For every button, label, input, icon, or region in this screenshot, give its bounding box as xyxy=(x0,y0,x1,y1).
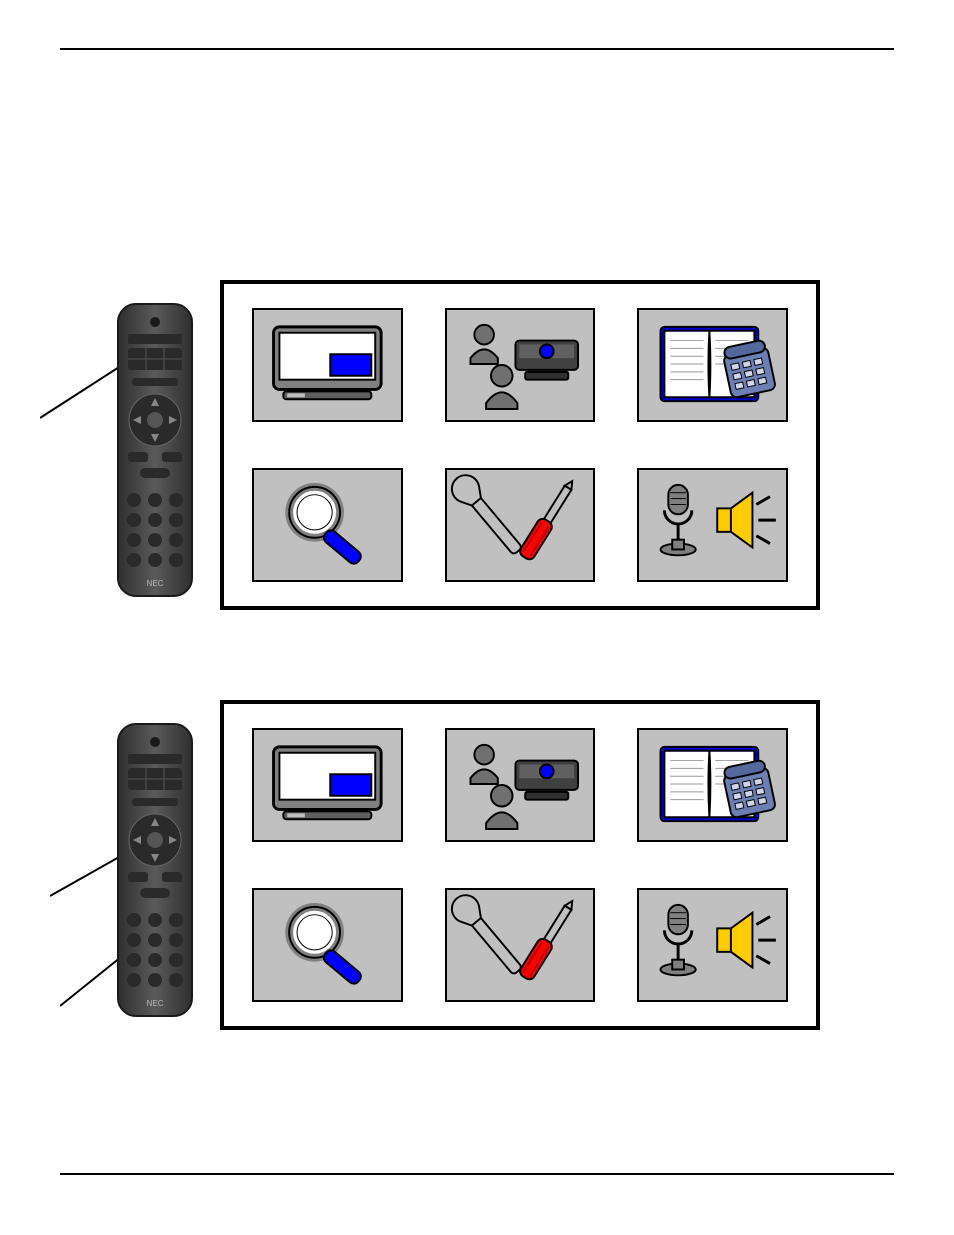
document-page: NEC xyxy=(0,0,954,1235)
menu-item-phonebook[interactable] xyxy=(637,308,788,422)
menu-item-screen-layout[interactable] xyxy=(252,728,403,842)
menu-item-presentation[interactable] xyxy=(445,728,596,842)
menu-item-tools[interactable] xyxy=(445,888,596,1002)
menu-item-screen-layout[interactable] xyxy=(252,308,403,422)
menu-item-zoom[interactable] xyxy=(252,888,403,1002)
main-menu-panel xyxy=(220,700,820,1030)
remote-control: NEC xyxy=(110,720,200,1020)
menu-item-zoom[interactable] xyxy=(252,468,403,582)
remote-brand-label: NEC xyxy=(147,999,164,1008)
bottom-rule xyxy=(60,1173,894,1175)
main-menu-panel xyxy=(220,280,820,610)
menu-item-phonebook[interactable] xyxy=(637,728,788,842)
remote-control: NEC xyxy=(110,300,200,600)
top-rule xyxy=(60,48,894,50)
menu-item-presentation[interactable] xyxy=(445,308,596,422)
menu-grid xyxy=(252,728,788,1002)
menu-item-audio[interactable] xyxy=(637,468,788,582)
menu-item-tools[interactable] xyxy=(445,468,596,582)
remote-brand-label: NEC xyxy=(147,579,164,588)
menu-grid xyxy=(252,308,788,582)
menu-item-audio[interactable] xyxy=(637,888,788,1002)
